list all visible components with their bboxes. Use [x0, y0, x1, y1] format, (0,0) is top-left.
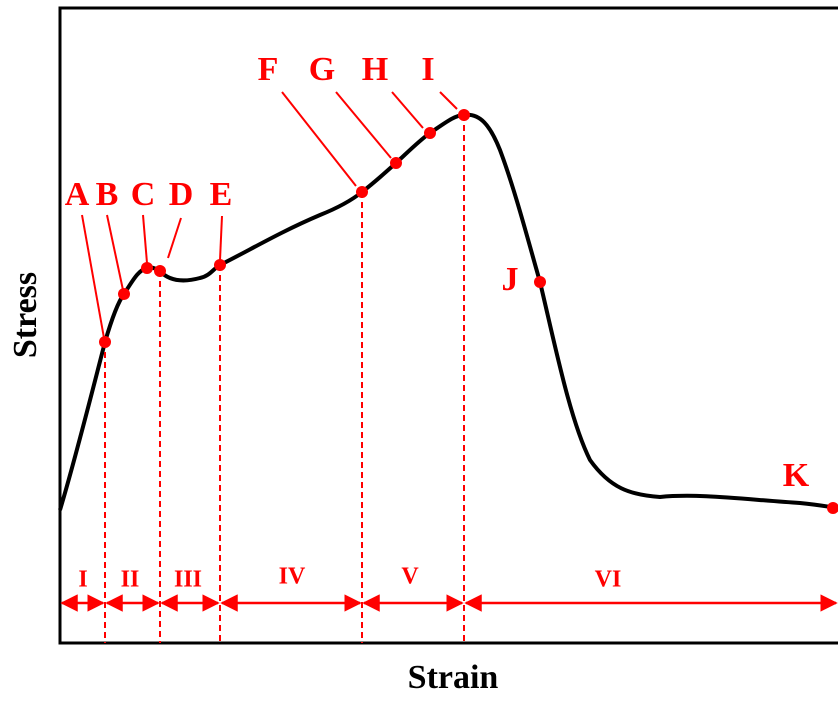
x-axis-label: Strain	[408, 659, 499, 696]
point-label: B	[96, 176, 119, 213]
point-label: C	[131, 176, 156, 213]
point-label: E	[210, 176, 233, 213]
points	[99, 109, 838, 514]
leaders	[81, 91, 458, 339]
region-label: II	[121, 567, 140, 593]
frame	[58, 6, 838, 645]
region-label: III	[174, 567, 202, 593]
region-label: VI	[595, 567, 622, 593]
point-label: H	[362, 51, 388, 88]
region-label: V	[401, 564, 419, 590]
point-label: G	[309, 51, 335, 88]
curve	[58, 112, 838, 511]
point-label: I	[421, 51, 434, 88]
region-label: I	[78, 567, 87, 593]
point-label: D	[169, 176, 194, 213]
point-label: K	[783, 457, 810, 494]
dividers	[104, 115, 465, 643]
region-label: IV	[279, 564, 306, 590]
y-axis-label: Stress	[7, 272, 44, 358]
point-label: F	[258, 51, 279, 88]
point-label: A	[65, 176, 90, 213]
point-label: J	[502, 261, 519, 298]
